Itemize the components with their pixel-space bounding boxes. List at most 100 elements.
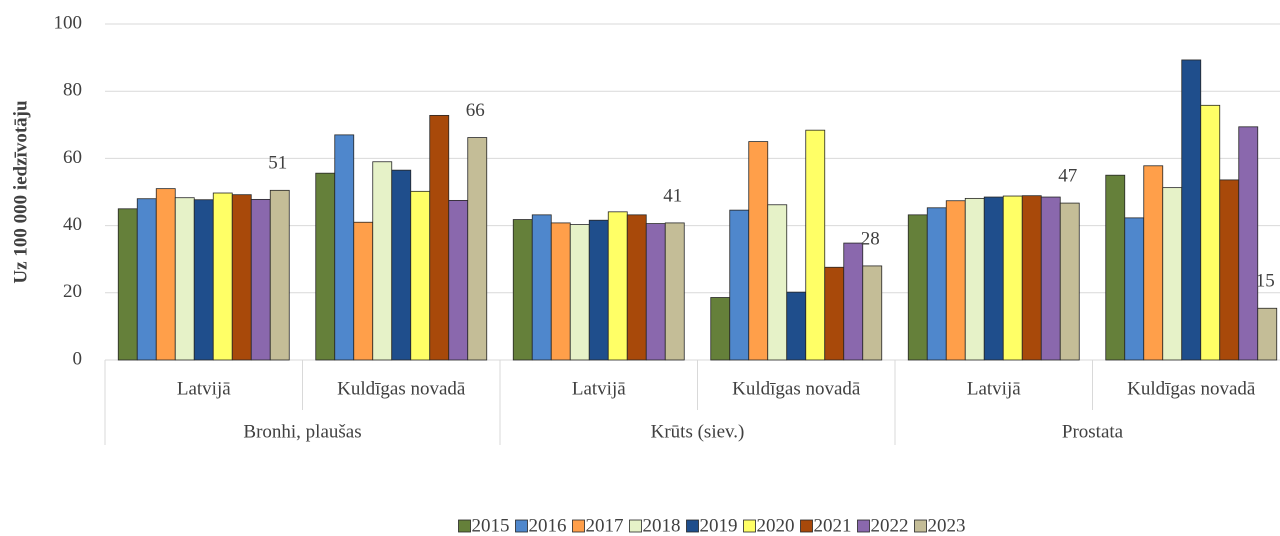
bar [531, 214, 552, 361]
legend-label: 2018 [643, 515, 681, 536]
y-tick-label: 100 [54, 12, 83, 33]
legend-swatch [515, 519, 528, 533]
data-label: 15 [1256, 271, 1275, 292]
bar [626, 214, 647, 361]
bar [550, 222, 571, 361]
legend-item: 2018 [629, 515, 681, 536]
legend-item: 2016 [515, 515, 567, 536]
legend-label: 2017 [586, 515, 624, 536]
bar [372, 161, 393, 361]
y-tick-label: 60 [63, 147, 82, 168]
legend-swatch [629, 519, 642, 533]
bar [353, 221, 374, 361]
bar [664, 222, 685, 361]
bar [391, 169, 412, 361]
bar [193, 199, 214, 361]
y-tick-label: 0 [73, 348, 83, 369]
group-label: Krūts (siev.) [651, 421, 745, 442]
bar [710, 297, 731, 361]
bar [117, 208, 138, 361]
legend-swatch [857, 519, 870, 533]
bar [983, 196, 1004, 361]
bar [926, 207, 947, 361]
bar [767, 204, 788, 361]
bar [1219, 179, 1240, 361]
bar [174, 197, 195, 361]
legend-item: 2017 [572, 515, 624, 536]
legend-item: 2015 [458, 515, 510, 536]
bar [588, 219, 609, 361]
legend-item: 2022 [857, 515, 909, 536]
bar [843, 242, 864, 361]
x-tick-label: Kuldīgas novadā [732, 378, 861, 399]
y-axis-label: Uz 100 000 iedzīvotāju [10, 100, 31, 284]
bar [1200, 104, 1221, 361]
bar [315, 172, 336, 361]
bar [269, 189, 290, 361]
bar [1105, 174, 1126, 361]
bar [231, 194, 252, 361]
legend-swatch [914, 519, 927, 533]
bar [136, 198, 157, 361]
bar [1238, 126, 1259, 361]
legend-swatch [458, 519, 471, 533]
x-tick-label: Latvijā [967, 378, 1021, 399]
bar [748, 141, 769, 361]
x-tick-label: Latvijā [572, 378, 626, 399]
bar [1162, 187, 1183, 361]
legend-label: 2020 [757, 515, 795, 536]
x-tick-label: Kuldīgas novadā [1127, 378, 1256, 399]
legend-swatch [800, 519, 813, 533]
bar [212, 192, 233, 361]
data-label: 66 [466, 100, 485, 121]
bar [1002, 195, 1023, 361]
bar [645, 223, 666, 361]
bar [334, 134, 355, 361]
bar [410, 190, 431, 361]
x-tick-label: Kuldīgas novadā [337, 378, 466, 399]
bar [805, 129, 826, 361]
bar [1124, 217, 1145, 361]
legend-item: 2019 [686, 515, 738, 536]
bar [429, 114, 450, 361]
legend-label: 2016 [529, 515, 567, 536]
bar [1181, 59, 1202, 361]
data-label: 47 [1058, 165, 1077, 186]
y-tick-label: 20 [63, 281, 82, 302]
bar [1040, 196, 1061, 361]
bar [1257, 307, 1278, 361]
bar [862, 265, 883, 361]
y-tick-label: 80 [63, 80, 82, 101]
bar [945, 200, 966, 361]
bar [155, 188, 176, 361]
bar [1059, 202, 1080, 361]
bar [964, 197, 985, 361]
legend-swatch [686, 519, 699, 533]
bar [467, 137, 488, 361]
legend-label: 2021 [814, 515, 852, 536]
legend-item: 2023 [914, 515, 966, 536]
y-tick-label: 40 [63, 214, 82, 235]
bar [824, 266, 845, 361]
legend-swatch [743, 519, 756, 533]
legend-swatch [572, 519, 585, 533]
data-label: 51 [268, 153, 287, 174]
data-label: 28 [861, 228, 880, 249]
group-label: Prostata [1062, 421, 1124, 442]
bar [250, 198, 271, 361]
bar [907, 214, 928, 361]
legend-label: 2019 [700, 515, 738, 536]
legend-label: 2022 [871, 515, 909, 536]
bar [607, 211, 628, 361]
legend-item: 2020 [743, 515, 795, 536]
x-tick-label: Latvijā [177, 378, 231, 399]
legend-item: 2021 [800, 515, 852, 536]
bar [512, 219, 533, 361]
data-label: 41 [663, 185, 682, 206]
bar [729, 209, 750, 361]
bar [1021, 195, 1042, 361]
bar [1143, 165, 1164, 361]
bar [569, 224, 590, 361]
bar [786, 291, 807, 361]
